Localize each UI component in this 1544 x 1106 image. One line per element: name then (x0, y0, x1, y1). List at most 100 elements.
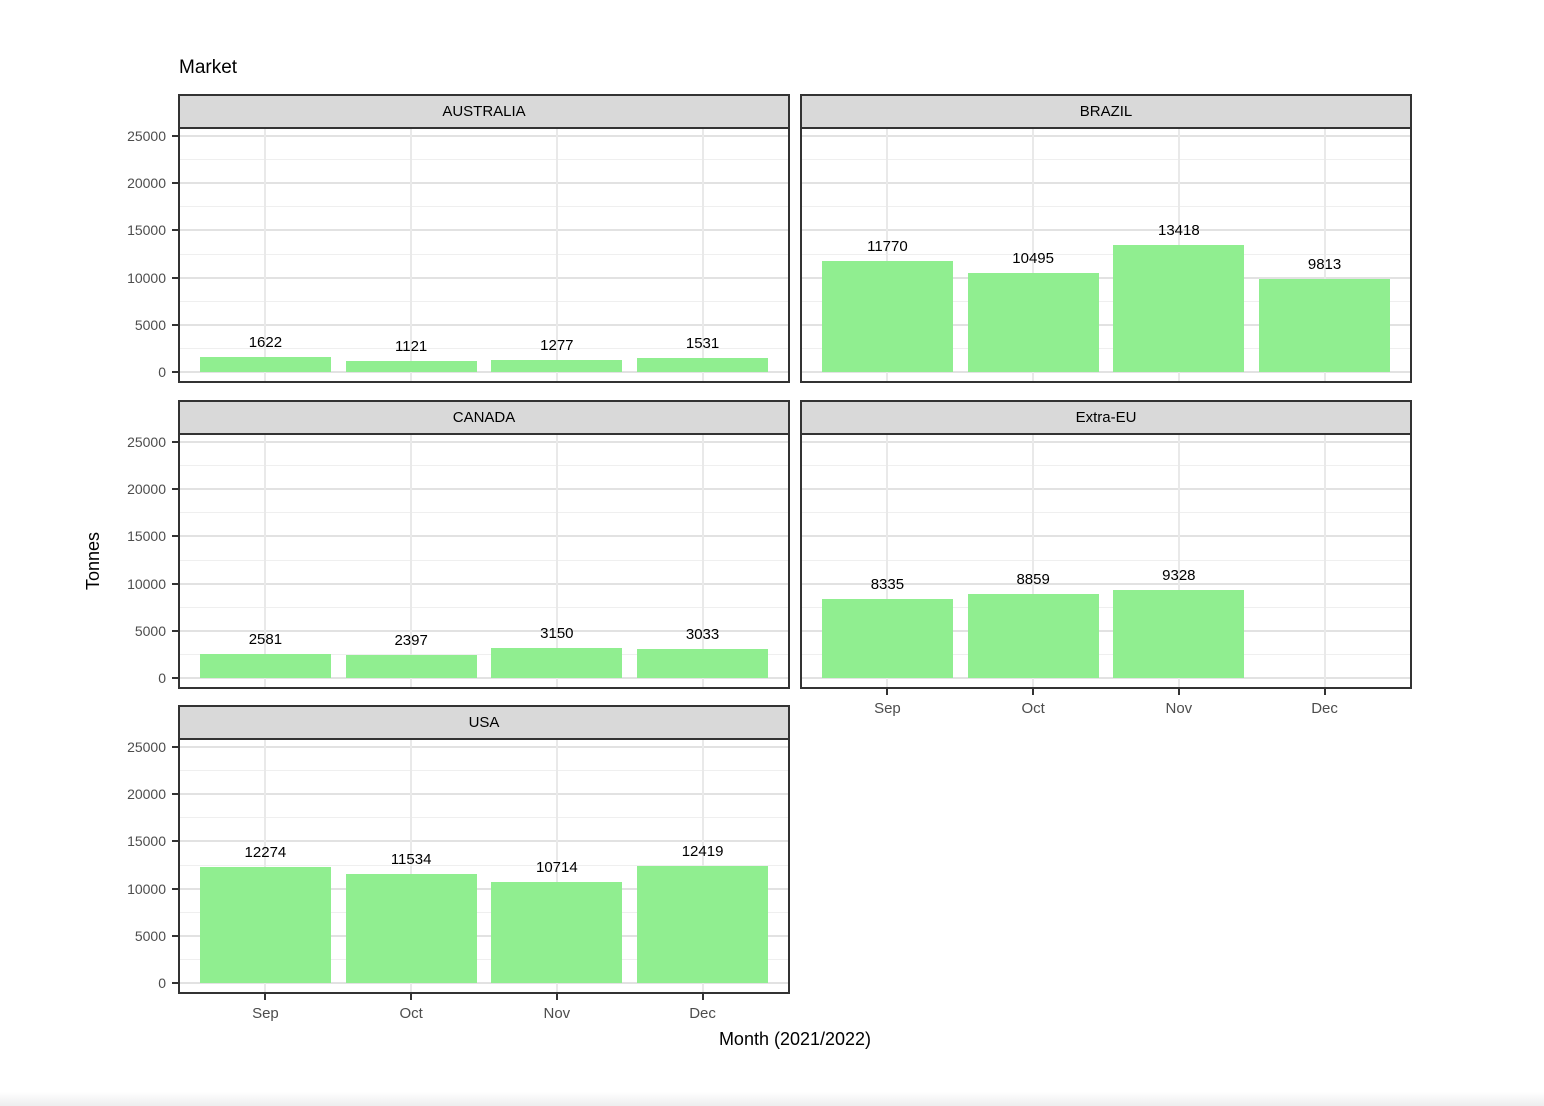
gridline-minor (800, 159, 1412, 161)
facet-strip-usa: USA (178, 705, 790, 738)
y-tick-mark (172, 793, 178, 796)
facet-panel-usa: 12274 11534 10714 12419 (178, 738, 790, 994)
y-tick-mark (172, 629, 178, 632)
bar-usa-oct (345, 874, 477, 983)
bar-canada-dec (637, 649, 769, 678)
gridline-vertical (555, 127, 558, 383)
y-tick-label: 20000 (127, 175, 166, 192)
bar-value-label: 2581 (248, 630, 283, 648)
facet-strip-canada: CANADA (178, 400, 790, 433)
bar-canada-nov (491, 648, 623, 678)
y-tick-mark (172, 323, 178, 326)
gridline-vertical (555, 738, 558, 994)
x-tick-label: Sep (874, 700, 901, 717)
x-tick-label: Oct (399, 1005, 423, 1022)
gridline-vertical (1032, 433, 1035, 689)
gridline-vertical (555, 433, 558, 689)
y-tick-label: 20000 (127, 481, 166, 498)
y-axis-title: Tonnes (83, 531, 103, 591)
y-tick-label: 0 (158, 670, 166, 686)
gridline-major (178, 488, 790, 491)
facet-strip-brazil: BRAZIL (800, 94, 1412, 127)
gridline-minor (178, 817, 790, 819)
gridline-minor (178, 300, 790, 302)
gridline-minor (178, 512, 790, 514)
y-tick-mark (172, 677, 178, 679)
bar-extra-eu-sep (821, 599, 953, 678)
facet-panel-brazil: 11770 10495 13418 9813 (800, 127, 1412, 383)
gridline-vertical (264, 127, 267, 383)
x-tick-mark (1032, 689, 1035, 695)
y-tick-label: 10000 (127, 269, 166, 286)
gridline-minor (800, 300, 1412, 302)
y-tick-label: 20000 (127, 786, 166, 803)
gridline-minor (178, 159, 790, 161)
y-tick-label: 25000 (127, 434, 166, 450)
gridline-major (800, 371, 1412, 373)
bar-value-label: 2397 (394, 632, 428, 650)
gridline-major (178, 323, 790, 326)
bar-value-label: 3033 (685, 626, 720, 644)
bar-australia-dec (637, 357, 769, 372)
gridline-major (800, 276, 1412, 279)
bar-value-label: 12419 (681, 842, 724, 860)
gridline-major (178, 182, 790, 185)
gridline-major (800, 629, 1412, 632)
gridline-vertical (264, 433, 267, 689)
gridline-vertical (410, 127, 413, 383)
gridline-minor (178, 864, 790, 866)
gridline-minor (800, 653, 1412, 655)
facet-strip-label: BRAZIL (1079, 103, 1133, 120)
bar-value-label: 8335 (870, 576, 905, 594)
gridline-minor (800, 206, 1412, 208)
gridline-major (178, 229, 790, 232)
gridline-vertical (1177, 433, 1180, 689)
y-tick-label: 15000 (127, 833, 166, 850)
gridline-minor (178, 958, 790, 960)
gridline-major (800, 135, 1412, 137)
facet-strip-australia: AUSTRALIA (178, 94, 790, 127)
bar-value-label: 11770 (867, 237, 908, 255)
y-tick-mark (172, 229, 178, 232)
y-tick-label: 15000 (127, 222, 166, 239)
x-tick-label: Oct (1021, 700, 1045, 717)
gridline-minor (178, 911, 790, 913)
gridline-major (800, 323, 1412, 326)
bar-australia-sep (199, 356, 331, 372)
x-tick-mark (701, 994, 704, 1000)
y-tick-mark (172, 887, 178, 890)
gridline-minor (178, 206, 790, 208)
gridline-major (800, 229, 1412, 232)
gridline-major (178, 934, 790, 937)
bar-value-label: 11534 (390, 851, 432, 869)
facet-panel-canada: 2581 2397 3150 3033 (178, 433, 790, 689)
gridline-major (178, 441, 790, 443)
gridline-vertical (1032, 127, 1035, 383)
bar-value-label: 1622 (248, 333, 283, 351)
bar-usa-sep (199, 867, 331, 983)
gridline-vertical (410, 738, 413, 994)
bottom-fade (0, 1092, 1544, 1106)
bar-usa-dec (637, 865, 769, 983)
y-tick-label: 0 (158, 364, 166, 380)
gridline-minor (800, 559, 1412, 561)
gridline-major (178, 982, 790, 984)
bar-value-label: 1121 (395, 338, 428, 356)
gridline-vertical (886, 127, 889, 383)
x-tick-mark (1323, 689, 1326, 695)
gridline-minor (800, 347, 1412, 349)
chart-title: Market (179, 57, 238, 78)
bar-brazil-sep (821, 260, 953, 372)
y-tick-label: 10000 (127, 880, 166, 897)
gridline-minor (800, 512, 1412, 514)
facet-strip-extra-eu: Extra-EU (800, 400, 1412, 433)
bar-australia-nov (491, 359, 623, 372)
y-tick-label: 15000 (127, 528, 166, 545)
gridline-major (178, 135, 790, 137)
bar-value-label: 10495 (1012, 249, 1054, 267)
y-tick-label: 0 (158, 975, 166, 991)
gridline-minor (178, 653, 790, 655)
bar-canada-oct (345, 655, 477, 678)
gridline-minor (178, 253, 790, 255)
gridline-minor (800, 606, 1412, 608)
